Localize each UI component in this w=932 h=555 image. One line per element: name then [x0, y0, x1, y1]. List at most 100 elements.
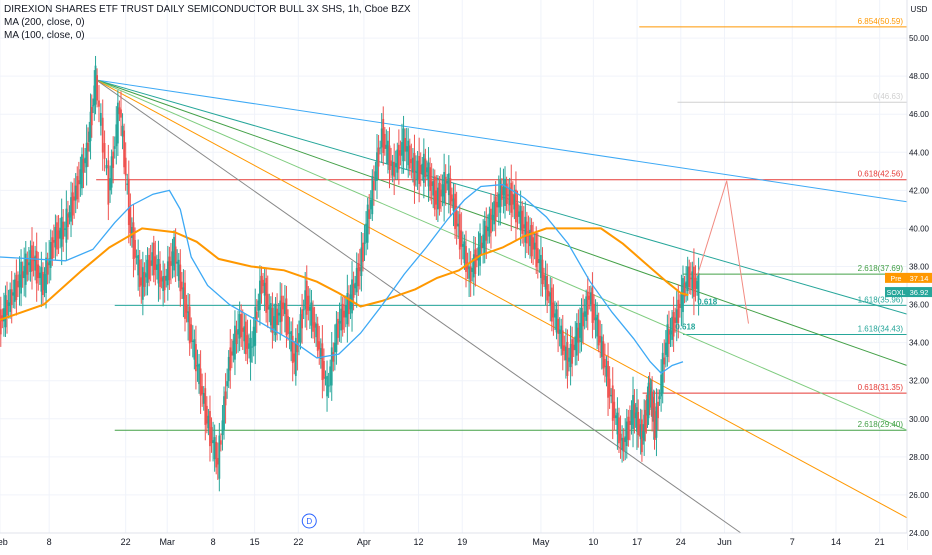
candle-body	[163, 276, 166, 291]
candle-body	[363, 242, 366, 244]
candle-body	[27, 262, 30, 266]
ma100-label[interactable]: MA (100, close, 0)	[4, 30, 85, 41]
x-tick-label: 24	[676, 537, 686, 547]
x-tick-label: May	[532, 537, 550, 547]
candle-body	[35, 250, 38, 284]
candle-body	[154, 256, 157, 270]
candle-body	[625, 421, 628, 446]
candle-body	[513, 194, 516, 210]
candle-body	[124, 157, 127, 176]
candle-body	[399, 150, 402, 156]
candle-body	[62, 221, 65, 240]
candle-body	[279, 300, 282, 323]
candle-body	[141, 267, 144, 300]
candle-body	[305, 280, 308, 315]
candle-body	[435, 190, 438, 205]
dividend-marker-label: D	[306, 517, 312, 526]
candle-body	[377, 147, 380, 167]
candle-body	[81, 154, 83, 189]
candle-body	[276, 308, 278, 325]
candle-body	[118, 107, 121, 115]
candle-body	[187, 311, 190, 323]
candle-body	[552, 302, 555, 318]
candle-body	[12, 292, 15, 296]
candle-body	[452, 198, 455, 211]
candle-body	[479, 233, 481, 266]
candle-body	[357, 263, 360, 287]
candle-body	[73, 196, 76, 201]
candle-body	[205, 405, 208, 424]
candle-body	[432, 181, 435, 196]
fib-level-label: 0.618(42.56)	[858, 170, 904, 179]
candle-body	[15, 274, 18, 301]
fib-level-label: 2.618(37.69)	[858, 264, 904, 273]
candle-body	[326, 375, 328, 397]
candle-body	[627, 416, 630, 440]
candle-body	[330, 347, 333, 386]
candle-body	[123, 130, 126, 168]
candle-body	[502, 186, 505, 196]
candle-body	[368, 209, 371, 219]
candle-body	[145, 273, 147, 278]
chart-legend: DIREXION SHARES ETF TRUST DAILY SEMICOND…	[4, 3, 411, 42]
badge-name-box	[885, 287, 907, 298]
candle-body	[17, 281, 19, 288]
candle-body	[323, 360, 325, 379]
candle-body	[533, 242, 536, 250]
candle-body	[263, 282, 266, 296]
candle-body	[76, 176, 79, 200]
y-tick-label: 36.00	[909, 301, 930, 310]
candle-body	[301, 309, 303, 329]
candle-body	[504, 178, 506, 206]
candle-body	[227, 356, 230, 382]
candle-body	[82, 159, 85, 173]
candle-body	[244, 321, 247, 355]
x-tick-label: 22	[293, 537, 303, 547]
ma100-line	[0, 183, 684, 374]
candle-body	[608, 378, 611, 397]
y-tick-label: 26.00	[909, 491, 930, 500]
candle-body	[287, 316, 289, 334]
dividend-marker[interactable]	[301, 513, 317, 529]
candle-body	[397, 144, 400, 170]
candle-body	[110, 156, 113, 188]
candle-body	[540, 254, 542, 279]
candle-body	[619, 433, 622, 441]
candle-body	[284, 303, 286, 315]
ma200-label[interactable]: MA (200, close, 0)	[4, 17, 85, 28]
candle-body	[636, 407, 638, 432]
candle-body	[209, 411, 211, 447]
candle-body	[160, 277, 163, 282]
candle-body	[580, 307, 583, 342]
x-tick-label: 15	[250, 537, 260, 547]
candle-body	[143, 271, 146, 287]
y-axis: USD 24.00 26.00 28.00 30.00 32.00 34.00 36.00 38…	[909, 5, 930, 538]
candle-body	[511, 193, 514, 205]
candle-body	[491, 214, 494, 219]
fib-level-label: 1.618(34.43)	[858, 324, 904, 333]
candle-body	[383, 133, 386, 149]
candle-body	[230, 351, 233, 356]
candle-body	[689, 277, 692, 280]
candle-body	[54, 227, 57, 248]
candle-body	[455, 210, 458, 227]
candle-body	[246, 335, 249, 349]
candle-body	[499, 180, 502, 213]
candle-body	[215, 441, 218, 468]
candle-body	[191, 340, 194, 342]
candle-body	[586, 291, 589, 315]
candle-body	[351, 279, 353, 314]
candle-body	[530, 225, 533, 257]
candle-body	[396, 149, 399, 173]
candle-body	[583, 311, 586, 317]
candle-body	[195, 344, 197, 372]
candle-body	[518, 211, 520, 217]
candle-body	[555, 309, 558, 333]
candle-body	[463, 241, 466, 264]
candle-body	[561, 330, 564, 355]
candle-body	[152, 242, 155, 276]
candle-body	[63, 228, 66, 230]
candle-body	[198, 363, 200, 385]
candle-body	[477, 246, 480, 261]
